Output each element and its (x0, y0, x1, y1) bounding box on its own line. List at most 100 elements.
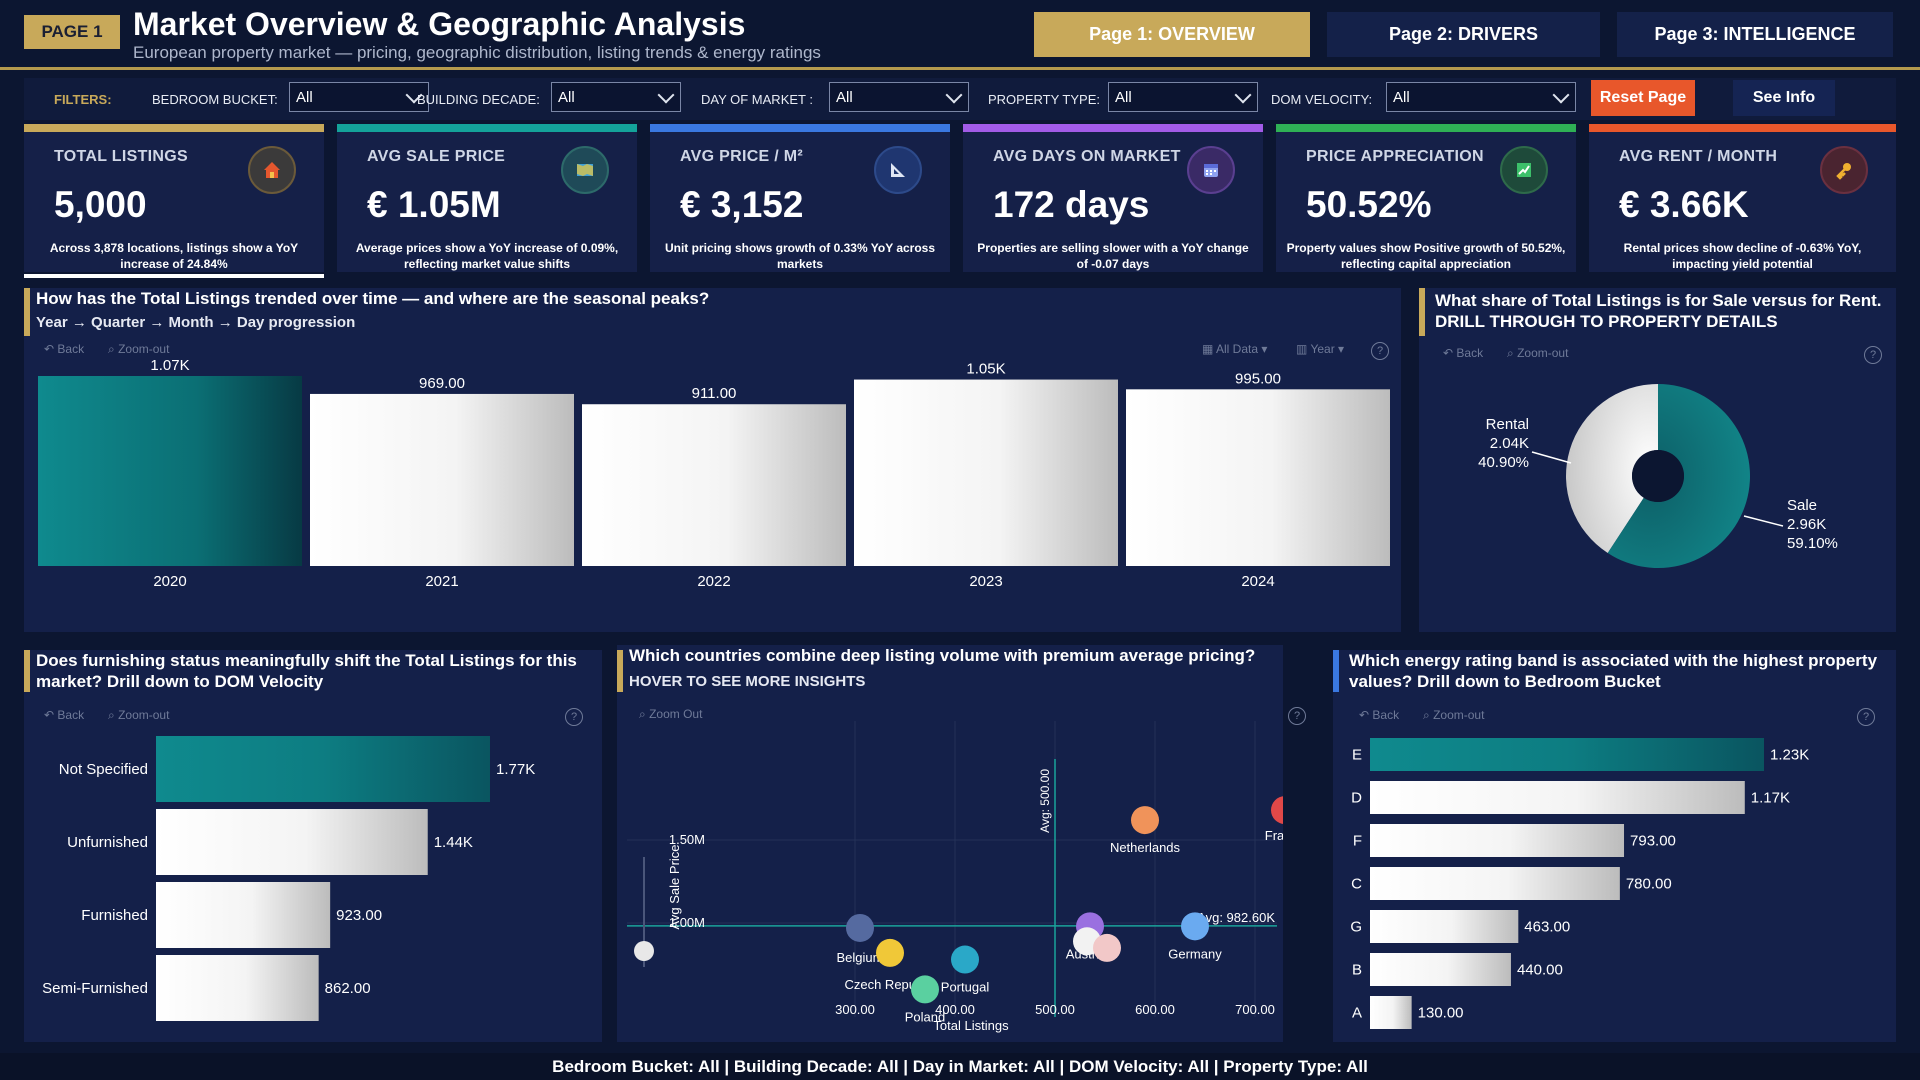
filter-label-bedroom: BEDROOM BUCKET: (152, 92, 278, 107)
header-bar: PAGE 1 Market Overview & Geographic Anal… (0, 0, 1920, 70)
help-icon[interactable]: ? (1371, 342, 1389, 360)
kpi-card-total-listings[interactable]: TOTAL LISTINGS 5,000 Across 3,878 locati… (24, 124, 324, 278)
nav-page-overview[interactable]: Page 1: OVERVIEW (1034, 12, 1310, 57)
zoom-out-label: Zoom Out (649, 707, 703, 721)
pie-label-percent: 59.10% (1787, 535, 1838, 552)
energy-data-label: 463.00 (1524, 919, 1570, 936)
pie-leader-line (1531, 451, 1572, 464)
kpi-value: 50.52% (1306, 184, 1432, 225)
back-button[interactable]: ↶ Back (1443, 346, 1484, 360)
furnish-bar (156, 736, 490, 802)
chevron-down-icon (945, 86, 963, 104)
furnish-bar (156, 809, 428, 875)
filter-velocity-value: All (1393, 89, 1410, 106)
avg-y-label: Avg: 982.60K (1197, 910, 1275, 925)
zoom-out-button[interactable]: ⌕ Zoom-out (108, 708, 170, 722)
energy-bar (1370, 867, 1620, 900)
energy-data-label: 1.23K (1770, 747, 1809, 764)
trend-bar (310, 393, 574, 566)
kpi-card-avg-rent[interactable]: AVG RENT / MONTH € 3.66K Rental prices s… (1589, 124, 1896, 272)
panel-accent (24, 288, 30, 336)
scatter-y-tick: 1.00M (669, 915, 705, 930)
energy-data-label: 440.00 (1517, 962, 1563, 979)
scatter-point (911, 975, 939, 1004)
furnish-category-label: Unfurnished (67, 834, 148, 851)
energy-category-label: C (1351, 876, 1362, 893)
energy-category-label: B (1352, 962, 1362, 979)
zoom-out-label: Zoom-out (1433, 708, 1485, 722)
kpi-description: Across 3,878 locations, listings show a … (49, 241, 299, 271)
trend-data-label: 1.05K (966, 361, 1005, 378)
reset-page-button[interactable]: Reset Page (1591, 80, 1695, 116)
trend-data-label: 995.00 (1235, 370, 1281, 387)
energy-data-label: 1.17K (1751, 790, 1790, 807)
filter-day-value: All (836, 89, 853, 106)
nav-page-intelligence[interactable]: Page 3: INTELLIGENCE (1617, 12, 1893, 57)
pie-slice-sale (1607, 384, 1750, 568)
filter-bedroom-select[interactable]: All (289, 82, 429, 112)
kpi-card-avg-price-m2[interactable]: AVG PRICE / M² € 3,152 Unit pricing show… (650, 124, 950, 272)
ruler-icon (874, 146, 922, 194)
zoom-out-label: Zoom-out (118, 342, 170, 356)
energy-data-label: 793.00 (1630, 833, 1676, 850)
help-icon[interactable]: ? (1857, 708, 1875, 726)
back-button[interactable]: ↶ Back (44, 342, 85, 356)
back-label: Back (1372, 708, 1400, 722)
filter-day-select[interactable]: All (829, 82, 969, 112)
avg-x-label: Avg: 500.00 (1038, 769, 1052, 833)
trend-panel-title: How has the Total Listings trended over … (36, 289, 710, 308)
scatter-point (1131, 806, 1159, 835)
zoom-out-button[interactable]: ⌕ Zoom-out (108, 342, 170, 356)
filter-bedroom-value: All (296, 89, 313, 106)
pie-label-name: Sale (1787, 497, 1817, 514)
energy-bar (1370, 910, 1519, 943)
energy-bar (1370, 996, 1412, 1029)
all-data-dropdown[interactable]: ▦ All Data ▾ (1202, 342, 1268, 356)
trend-data-label: 1.07K (150, 357, 189, 374)
kpi-description: Property values show Positive growth of … (1286, 241, 1566, 271)
furnish-category-label: Semi-Furnished (42, 980, 148, 997)
chevron-down-icon (1552, 86, 1570, 104)
kpi-card-avg-sale-price[interactable]: AVG SALE PRICE € 1.05M Average prices sh… (337, 124, 637, 272)
key-icon (1820, 146, 1868, 194)
all-data-label: All Data (1216, 342, 1259, 356)
see-info-button[interactable]: See Info (1733, 80, 1835, 116)
back-button[interactable]: ↶ Back (1359, 708, 1400, 722)
trend-bar-chart: 1.07K 2020 969.00 2021 911.00 2022 1.05K 2023 99… (38, 357, 1390, 590)
kpi-card-avg-days-market[interactable]: AVG DAYS ON MARKET 172 days Properties a… (963, 124, 1263, 272)
help-icon[interactable]: ? (1288, 707, 1306, 725)
kpi-title: AVG RENT / MONTH (1619, 148, 1778, 165)
kpi-description: Unit pricing shows growth of 0.33% YoY a… (664, 241, 936, 271)
zoom-out-label: Zoom-out (1517, 346, 1569, 360)
year-dropdown[interactable]: ▥ Year ▾ (1296, 342, 1345, 356)
kpi-title: AVG SALE PRICE (367, 148, 506, 165)
filter-label-day: DAY OF MARKET : (701, 92, 813, 107)
trend-data-label: 911.00 (692, 385, 737, 402)
help-icon[interactable]: ? (1864, 346, 1882, 364)
share-panel-title: What share of Total Listings is for Sale… (1435, 291, 1882, 331)
trend-data-label: 969.00 (419, 375, 465, 392)
back-button[interactable]: ↶ Back (44, 708, 85, 722)
furnish-panel-title: Does furnishing status meaningfully shif… (36, 651, 577, 691)
trend-bar (38, 376, 302, 566)
filter-type-select[interactable]: All (1108, 82, 1258, 112)
nav-page-drivers[interactable]: Page 2: DRIVERS (1327, 12, 1600, 57)
filter-decade-select[interactable]: All (551, 82, 681, 112)
energy-bar (1370, 781, 1745, 814)
filter-label-type: PROPERTY TYPE: (988, 92, 1100, 107)
energy-data-label: 130.00 (1418, 1005, 1464, 1022)
filter-velocity-select[interactable]: All (1386, 82, 1576, 112)
furnish-bar-chart: Not Specified 1.77K Unfurnished 1.44K Furnis… (42, 736, 535, 1021)
chevron-down-icon (657, 86, 675, 104)
zoom-out-button[interactable]: ⌕ Zoom Out (639, 707, 703, 721)
kpi-card-price-appreciation[interactable]: PRICE APPRECIATION 50.52% Property value… (1276, 124, 1576, 272)
house-icon (248, 146, 296, 194)
furnish-data-label: 923.00 (336, 907, 382, 924)
panel-accent (24, 650, 30, 692)
zoom-out-button[interactable]: ⌕ Zoom-out (1423, 708, 1485, 722)
zoom-out-button[interactable]: ⌕ Zoom-out (1507, 346, 1569, 360)
pie-label-name: Rental (1486, 416, 1529, 433)
trend-bar (854, 379, 1118, 566)
scatter-point (846, 913, 874, 942)
help-icon[interactable]: ? (565, 708, 583, 726)
